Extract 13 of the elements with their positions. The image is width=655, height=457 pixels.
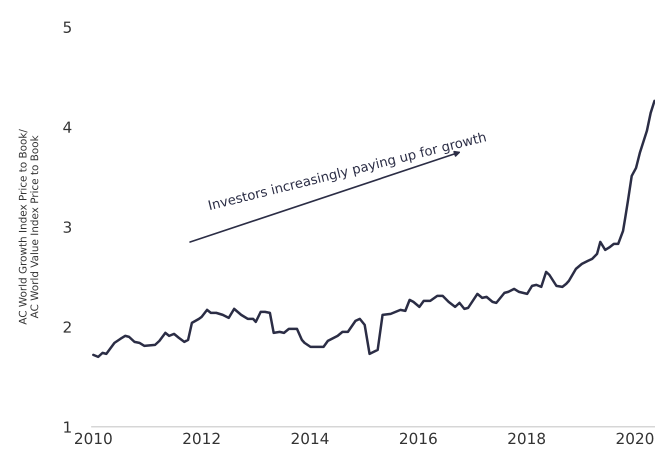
y-tick-label: 5: [64, 22, 71, 33]
y-axis-title: AC World Growth Index Price to Book/ AC World Value Index Price to Book: [18, 129, 38, 325]
x-tick-label: 2016: [400, 432, 437, 444]
x-tick-label: 2010: [75, 432, 112, 444]
y-tick-label: 4: [63, 122, 72, 133]
x-tick-label: 2012: [183, 432, 220, 444]
y-tick-label: 3: [64, 221, 72, 233]
x-tick-label: 2018: [508, 432, 546, 444]
x-tick-label: 2014: [292, 432, 329, 444]
x-tick-label: 2020: [616, 432, 654, 444]
y-tick-label: 1: [64, 422, 71, 433]
y-tick-label: 2: [64, 321, 71, 333]
line-series: [92, 100, 655, 358]
